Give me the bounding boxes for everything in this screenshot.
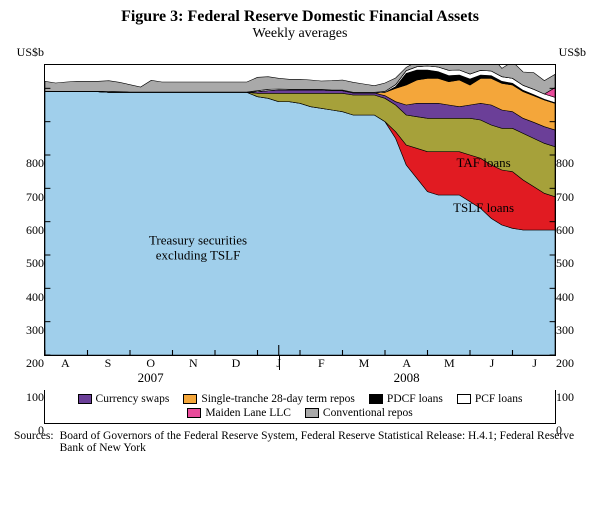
legend-swatch	[183, 394, 197, 404]
ytick: 0	[556, 424, 586, 436]
legend-swatch	[187, 408, 201, 418]
legend-item: Single-tranche 28-day term repos	[183, 393, 355, 405]
y-axis-left: US$b 0100200300400500600700800	[14, 46, 44, 424]
ytick: 100	[556, 391, 586, 403]
x-axis: ASONDJFMAMJJ20072008	[44, 356, 556, 390]
figure-subtitle: Weekly averages	[14, 26, 586, 42]
legend-swatch	[305, 408, 319, 418]
xtick: M	[359, 356, 370, 371]
chart-body: Treasury securitiesexcluding TSLFTAF loa…	[44, 46, 556, 424]
xtick: A	[61, 356, 70, 371]
ytick: 200	[14, 357, 44, 369]
ytick: 800	[14, 157, 44, 169]
ytick: 500	[14, 257, 44, 269]
ytick: 300	[556, 324, 586, 336]
ytick: 0	[14, 424, 44, 436]
xtick: O	[146, 356, 155, 371]
legend-label: Conventional repos	[323, 407, 413, 419]
plot-area: Treasury securitiesexcluding TSLFTAF loa…	[44, 64, 556, 356]
legend-item: PDCF loans	[369, 393, 443, 405]
xtick: D	[232, 356, 241, 371]
legend-label: Currency swaps	[96, 393, 170, 405]
legend-label: PDCF loans	[387, 393, 443, 405]
legend-swatch	[369, 394, 383, 404]
legend-swatch	[457, 394, 471, 404]
x-year: 2008	[394, 370, 420, 386]
y-unit-left: US$b	[14, 46, 44, 64]
ytick: 700	[14, 191, 44, 203]
figure-container: Figure 3: Federal Reserve Domestic Finan…	[0, 0, 600, 514]
ytick: 100	[14, 391, 44, 403]
legend-label: Maiden Lane LLC	[205, 407, 291, 419]
xtick: A	[402, 356, 411, 371]
legend-item: Maiden Lane LLC	[187, 407, 291, 419]
ytick: 400	[556, 291, 586, 303]
xtick: M	[444, 356, 455, 371]
ytick: 500	[556, 257, 586, 269]
ytick: 200	[556, 357, 586, 369]
y-axis-right: US$b 0100200300400500600700800	[556, 46, 586, 424]
xtick: S	[105, 356, 112, 371]
figure-title: Figure 3: Federal Reserve Domestic Finan…	[14, 8, 586, 26]
chart-row: US$b 0100200300400500600700800 Treasury …	[14, 46, 586, 424]
ytick: 800	[556, 157, 586, 169]
ytick: 400	[14, 291, 44, 303]
legend-item: PCF loans	[457, 393, 523, 405]
ytick: 300	[14, 324, 44, 336]
legend: Currency swaps Single-tranche 28-day term…	[44, 390, 556, 424]
legend-label: PCF loans	[475, 393, 523, 405]
y-unit-right: US$b	[556, 46, 586, 64]
ytick: 600	[556, 224, 586, 236]
legend-swatch	[78, 394, 92, 404]
sources: Sources: Board of Governors of the Feder…	[14, 430, 586, 454]
xtick: F	[318, 356, 325, 371]
ytick: 700	[556, 191, 586, 203]
xtick: J	[490, 356, 495, 371]
sources-text: Board of Governors of the Federal Reserv…	[60, 430, 586, 454]
legend-item: Currency swaps	[78, 393, 170, 405]
x-year: 2007	[138, 370, 164, 386]
xtick: N	[189, 356, 198, 371]
legend-item: Conventional repos	[305, 407, 413, 419]
xtick: J	[532, 356, 537, 371]
ytick: 600	[14, 224, 44, 236]
legend-label: Single-tranche 28-day term repos	[201, 393, 355, 405]
